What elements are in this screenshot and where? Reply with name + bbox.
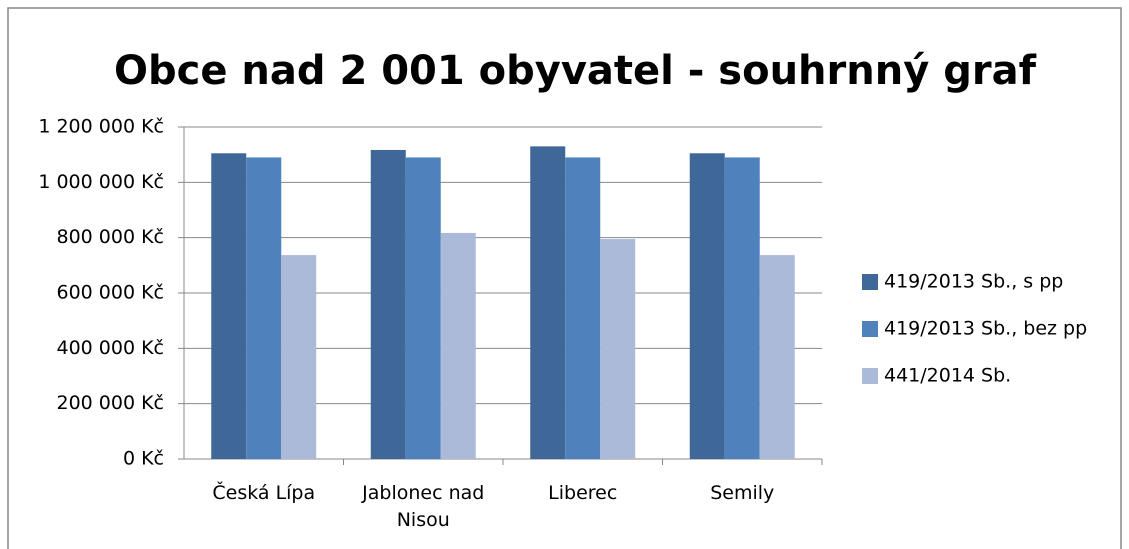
legend-swatch: [862, 321, 878, 337]
legend-swatch: [862, 368, 878, 384]
legend-label: 419/2013 Sb., bez pp: [884, 318, 1087, 340]
bar: [246, 157, 282, 459]
bar: [530, 146, 566, 459]
chart-frame: [7, 7, 1122, 549]
chart-title: Obce nad 2 001 obyvatel - souhrnný graf: [114, 48, 1037, 94]
bar: [600, 239, 636, 459]
y-tick-label: 0 Kč: [123, 448, 164, 470]
legend-label: 441/2014 Sb.: [884, 365, 1011, 387]
y-tick-label: 400 000 Kč: [56, 337, 164, 359]
bar: [759, 255, 795, 459]
legend-swatch: [862, 274, 878, 290]
bar: [724, 157, 760, 459]
bar: [689, 153, 725, 460]
x-tick-label: Jablonec nad Nisou: [362, 482, 485, 531]
y-tick-label: 1 200 000 Kč: [38, 116, 164, 138]
x-tick-label: Liberec: [548, 482, 618, 504]
bar: [565, 157, 601, 459]
legend-label: 419/2013 Sb., s pp: [884, 271, 1063, 293]
bar: [370, 149, 406, 460]
x-tick-label: Semily: [710, 482, 775, 504]
y-tick-label: 200 000 Kč: [56, 392, 164, 414]
bar: [440, 232, 476, 459]
y-tick-label: 1 000 000 Kč: [38, 171, 164, 193]
x-tick-label: Česká Lípa: [212, 482, 316, 504]
y-tick-label: 800 000 Kč: [56, 226, 164, 248]
bar: [211, 153, 247, 460]
bar: [281, 255, 317, 459]
bar: [405, 157, 441, 459]
y-tick-label: 600 000 Kč: [56, 282, 164, 304]
